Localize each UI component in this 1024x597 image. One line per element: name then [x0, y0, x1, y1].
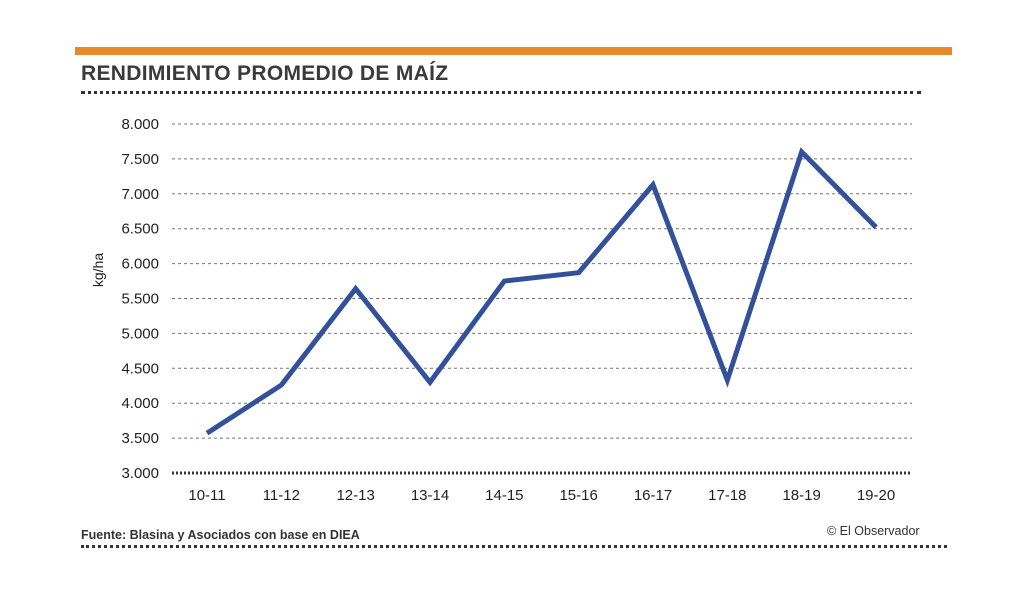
y-tick-label: 4.000 [121, 395, 159, 412]
chart-title: RENDIMIENTO PROMEDIO DE MAÍZ [81, 62, 449, 85]
y-tick-label: 5.500 [121, 291, 159, 308]
y-tick-label: 8.000 [121, 116, 159, 133]
x-tick-label: 18-19 [782, 487, 820, 504]
x-tick-label: 15-16 [559, 487, 597, 504]
y-tick-label: 3.500 [121, 430, 159, 447]
credit-note: © El Observador [827, 524, 920, 538]
x-tick-label: 14-15 [485, 487, 523, 504]
x-tick-label: 16-17 [634, 487, 672, 504]
accent-bar [75, 47, 952, 55]
x-tick-label: 11-12 [263, 487, 300, 504]
x-tick-label: 10-11 [188, 487, 225, 504]
x-tick-label: 13-14 [411, 487, 449, 504]
y-tick-label: 7.500 [121, 151, 159, 168]
title-divider [81, 91, 921, 94]
y-tick-label: 6.500 [121, 221, 159, 238]
y-tick-label: 4.500 [121, 360, 159, 377]
x-tick-label: 12-13 [336, 487, 374, 504]
series-line [205, 147, 878, 436]
footer-divider [81, 545, 947, 548]
x-tick-label: 17-18 [708, 487, 746, 504]
y-tick-label: 6.000 [121, 256, 159, 273]
y-tick-label: 7.000 [121, 186, 159, 203]
source-note: Fuente: Blasina y Asociados con base en … [81, 528, 360, 542]
y-tick-label: 5.000 [121, 325, 159, 342]
x-tick-label: 19-20 [857, 487, 895, 504]
y-axis-label: kg/ha [90, 253, 106, 287]
y-tick-label: 3.000 [121, 465, 159, 482]
